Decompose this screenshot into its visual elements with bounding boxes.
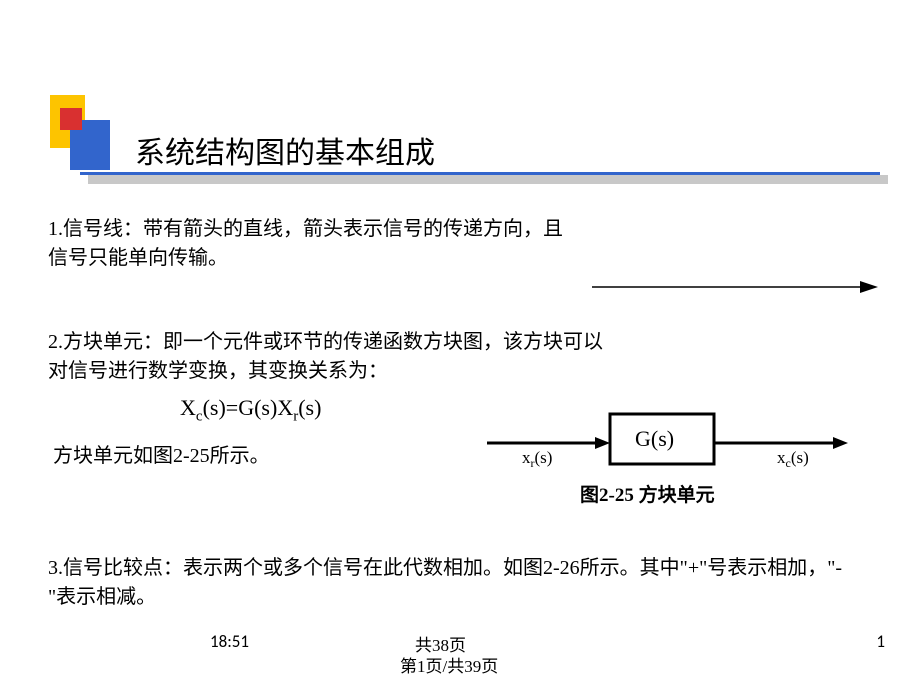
block-label: G(s) <box>635 426 674 451</box>
paragraph-2: 2.方块单元：即一个元件或环节的传递函数方块图，该方块可以对信号进行数学变换，其… <box>48 328 608 386</box>
paragraph-3: 方块单元如图2-25所示。 <box>53 442 270 471</box>
page-number: 1 <box>876 631 885 652</box>
output-arrow-head <box>833 437 848 449</box>
title-underline-shadow <box>88 175 888 184</box>
footer-pages-2: 第1页/共39页 <box>400 652 498 677</box>
signal-line-arrow <box>590 277 880 297</box>
diagram-caption: 图2-25 方块单元 <box>580 480 715 507</box>
input-label: xr(s) <box>522 448 552 470</box>
footer-time: 18:51 <box>210 631 249 652</box>
formula-rhs-arg: (s) <box>298 395 321 420</box>
dec-red-block <box>60 108 82 130</box>
block-diagram: xr(s) G(s) xc(s) <box>482 408 862 478</box>
formula: Xc(s)=G(s)Xr(s) <box>180 395 321 425</box>
arrow-head <box>860 281 878 293</box>
formula-mid-var: G <box>238 395 254 420</box>
title-underline <box>80 172 880 175</box>
formula-mid-arg: (s) <box>254 395 277 420</box>
formula-lhs-arg: (s) <box>203 395 226 420</box>
output-label: xc(s) <box>777 448 809 470</box>
formula-lhs-var: X <box>180 395 196 420</box>
formula-lhs-sub: c <box>196 408 203 424</box>
paragraph-4: 3.信号比较点：表示两个或多个信号在此代数相加。如图2-26所示。其中"+"号表… <box>48 554 868 612</box>
paragraph-1: 1.信号线：带有箭头的直线，箭头表示信号的传递方向，且信号只能单向传输。 <box>48 215 578 273</box>
input-arrow-head <box>595 437 610 449</box>
formula-rhs-var: X <box>277 395 293 420</box>
slide-title: 系统结构图的基本组成 <box>135 128 435 172</box>
